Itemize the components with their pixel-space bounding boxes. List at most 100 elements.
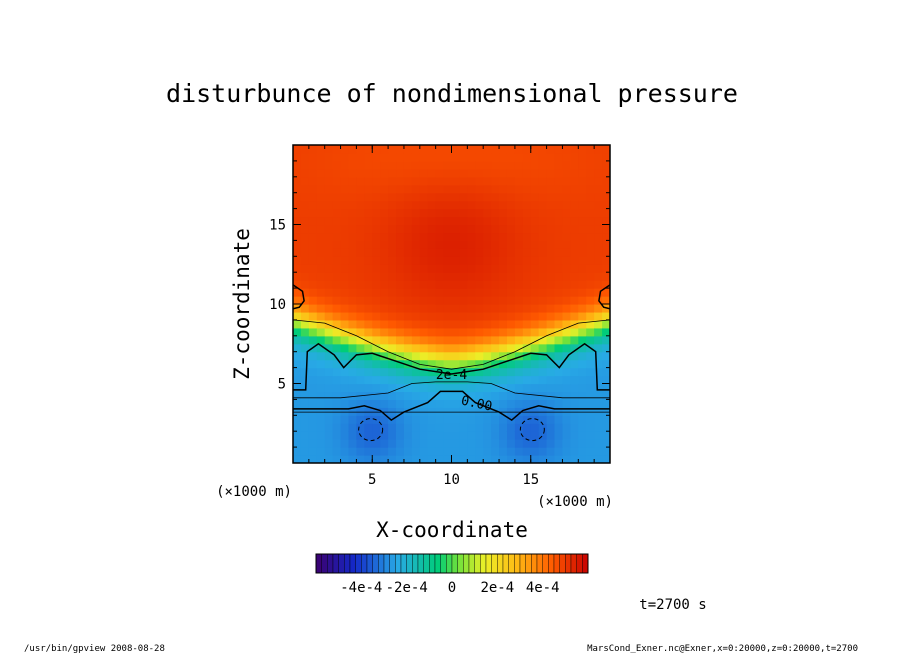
heatmap-cell <box>396 160 405 170</box>
heatmap-cell <box>483 423 492 432</box>
heatmap-cell <box>419 256 429 265</box>
heatmap-cell <box>324 455 334 463</box>
heatmap-cell <box>578 256 587 265</box>
heatmap-cell <box>578 168 587 178</box>
heatmap-cell <box>499 256 508 265</box>
heatmap-cell <box>340 232 350 241</box>
heatmap-cell <box>293 399 302 408</box>
heatmap-cell <box>562 351 571 361</box>
heatmap-cell <box>586 192 595 202</box>
heatmap-cell <box>316 145 326 154</box>
heatmap-cell <box>578 439 587 448</box>
colorbar-segment <box>582 553 589 574</box>
heatmap-cell <box>467 176 476 186</box>
heatmap-cell <box>372 208 381 218</box>
footer-left: /usr/bin/gpview 2008-08-28 <box>24 644 165 654</box>
colorbar-segment <box>395 553 402 574</box>
heatmap-cell <box>308 280 318 289</box>
heatmap-cell <box>554 423 564 432</box>
heatmap-cell <box>332 327 342 337</box>
heatmap-cell <box>364 280 373 289</box>
heatmap-cell <box>443 455 453 463</box>
heatmap-cell <box>530 152 540 162</box>
heatmap-cell <box>562 383 571 393</box>
heatmap-cell <box>443 160 453 170</box>
heatmap-cell <box>451 399 461 408</box>
heatmap-cell <box>435 343 445 353</box>
heatmap-cell <box>435 431 445 440</box>
heatmap-cell <box>443 248 453 257</box>
heatmap-cell <box>562 176 571 186</box>
heatmap-cell <box>570 208 579 218</box>
heatmap-cell <box>435 423 445 432</box>
heatmap-cell <box>451 232 461 241</box>
heatmap-cell <box>554 264 564 273</box>
heatmap-cell <box>411 423 421 432</box>
heatmap-cell <box>348 327 358 337</box>
heatmap-cell <box>602 343 610 353</box>
heatmap-cell <box>546 304 556 313</box>
heatmap-cell <box>562 343 571 353</box>
heatmap-cell <box>300 248 310 257</box>
heatmap-cell <box>538 264 548 273</box>
heatmap-cell <box>403 168 413 178</box>
heatmap-cell <box>499 248 508 257</box>
heatmap-cell <box>475 232 484 241</box>
heatmap-cell <box>316 152 326 162</box>
heatmap-cell <box>443 335 453 345</box>
heatmap-cell <box>483 415 492 424</box>
heatmap-cell <box>403 399 413 408</box>
heatmap-cell <box>570 176 579 186</box>
heatmap-cell <box>570 399 579 408</box>
heatmap-cell <box>459 160 468 170</box>
heatmap-cell <box>530 256 540 265</box>
heatmap-cell <box>594 232 603 241</box>
heatmap-cell <box>356 224 365 234</box>
heatmap-cell <box>403 391 413 400</box>
heatmap-cell <box>348 280 358 289</box>
heatmap-cell <box>419 176 429 186</box>
heatmap-cell <box>364 327 373 337</box>
heatmap-cell <box>459 447 468 456</box>
heatmap-cell <box>586 216 595 226</box>
heatmap-cell <box>570 343 579 353</box>
heatmap-cell <box>554 145 564 154</box>
heatmap-cell <box>427 288 437 297</box>
heatmap-cell <box>522 415 532 424</box>
heatmap-cell <box>483 192 492 202</box>
heatmap-cell <box>427 192 437 202</box>
heatmap-cell <box>396 439 405 448</box>
heatmap-cell <box>396 455 405 463</box>
heatmap-cell <box>514 351 524 361</box>
heatmap-cell <box>419 391 429 400</box>
heatmap-cell <box>308 455 318 463</box>
heatmap-cell <box>530 208 540 218</box>
heatmap-cell <box>578 200 587 210</box>
heatmap-cell <box>538 423 548 432</box>
heatmap-cell <box>308 256 318 265</box>
heatmap-cell <box>403 280 413 289</box>
heatmap-cell <box>340 439 350 448</box>
heatmap-cell <box>522 296 532 305</box>
heatmap-cell <box>459 415 468 424</box>
heatmap-cell <box>316 232 326 241</box>
heatmap-cell <box>380 455 389 463</box>
heatmap-cell <box>586 240 595 249</box>
heatmap-cell <box>443 280 453 289</box>
heatmap-cell <box>467 311 476 321</box>
heatmap-cell <box>396 304 405 313</box>
heatmap-cell <box>499 168 508 178</box>
heatmap-cell <box>514 375 524 385</box>
heatmap-cell <box>459 327 468 337</box>
heatmap-cell <box>491 343 500 353</box>
heatmap-cell <box>435 152 445 162</box>
heatmap-cell <box>427 272 437 281</box>
heatmap-cell <box>293 423 302 432</box>
heatmap-cell <box>554 184 564 194</box>
heatmap-cell <box>427 335 437 345</box>
heatmap-cell <box>530 280 540 289</box>
colorbar-segment <box>434 553 441 574</box>
heatmap-cell <box>364 272 373 281</box>
heatmap-cell <box>316 327 326 337</box>
heatmap-cell <box>300 351 310 361</box>
